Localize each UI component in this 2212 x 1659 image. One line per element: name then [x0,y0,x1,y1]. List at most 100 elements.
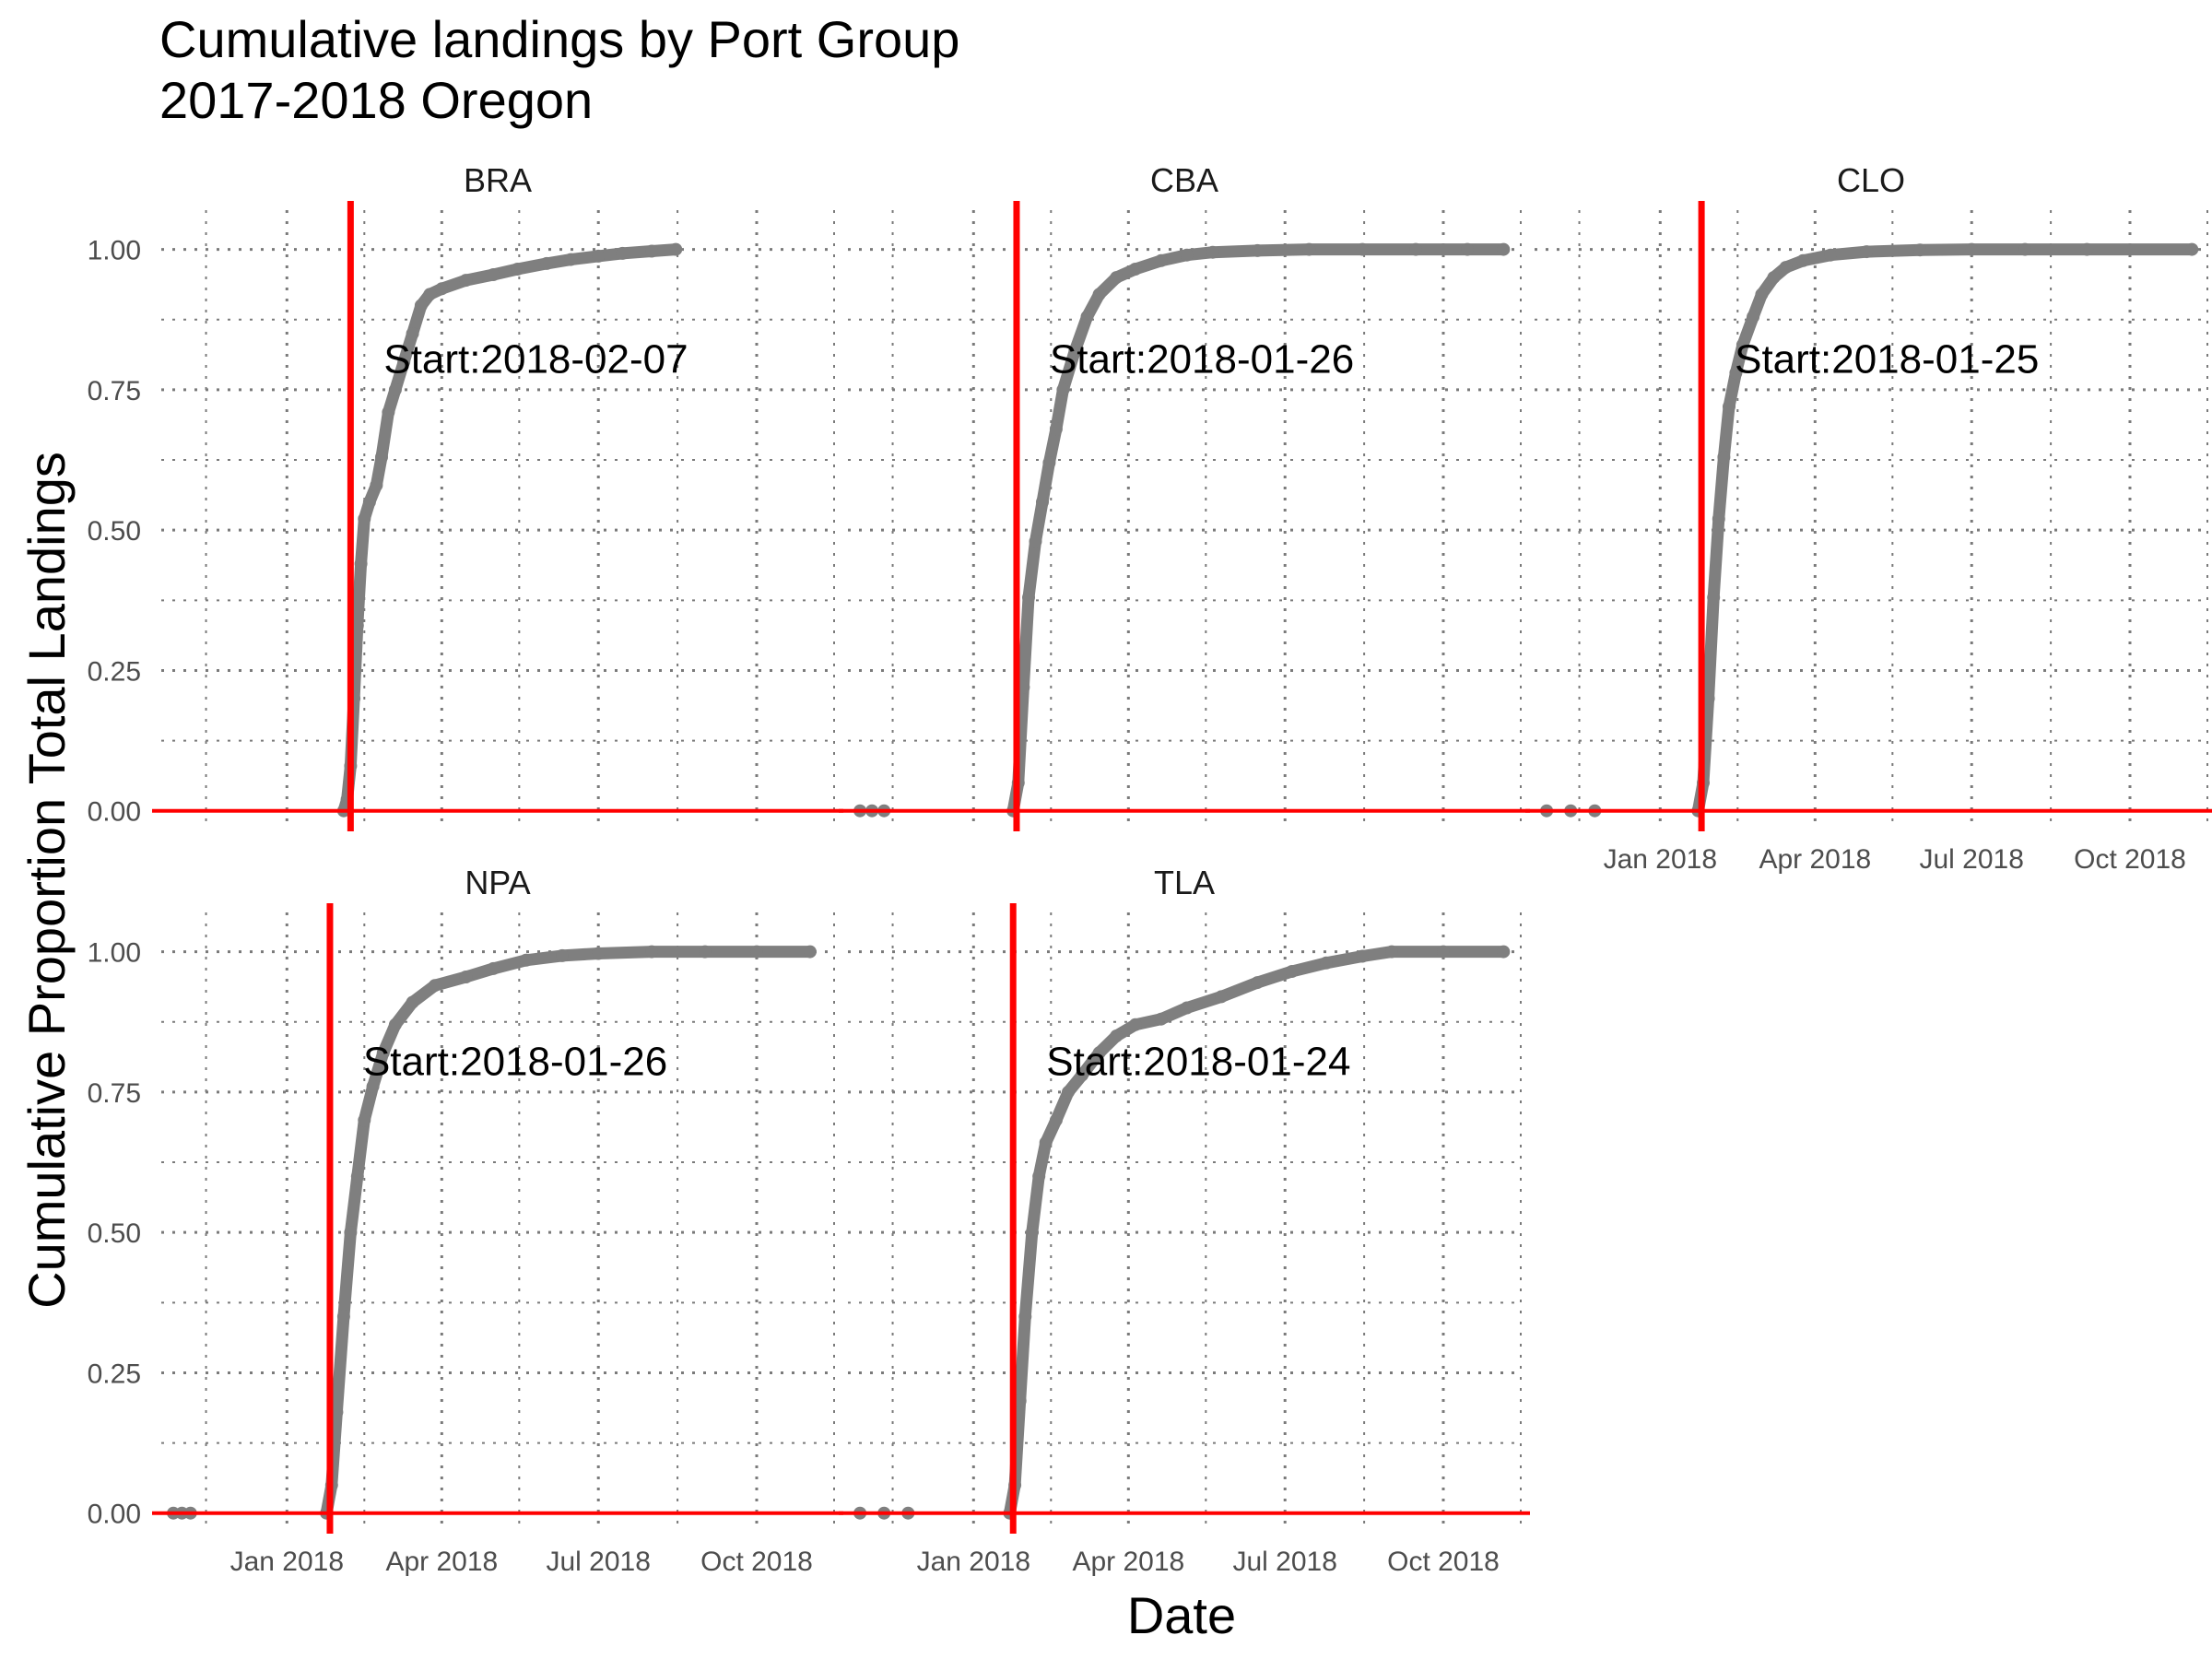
grid [848,210,1522,828]
data-point [750,945,763,959]
data-point [1013,1394,1027,1407]
data-point [1251,976,1265,990]
grid [1535,210,2208,828]
data-point [1128,263,1142,276]
data-point [669,242,683,256]
data-point [459,971,473,983]
data-point [1022,591,1035,605]
data-point [592,947,606,960]
data-point [1707,591,1721,605]
data-point [487,268,500,281]
data-point [2185,242,2199,256]
data-point [1779,261,1793,275]
y-tick-label: 0.00 [88,1500,141,1530]
data-point [803,945,817,959]
data-point [1285,965,1299,978]
chart-title: Cumulative landings by Port Group [159,10,959,68]
data-point [1755,288,1769,301]
data-point [366,1079,380,1093]
data-point [354,557,368,571]
grid [161,210,835,828]
data-point [1824,248,1838,262]
data-point [645,244,659,258]
data-point [1712,512,1725,525]
data-point [1409,242,1423,256]
data-point [592,249,606,263]
data-point [1729,366,1743,380]
data-point [519,953,533,967]
x-tick-label: Jan 2018 [1604,844,1717,875]
x-tick-label: Oct 2018 [1387,1547,1500,1577]
data-point [1068,344,1082,358]
data-point [1497,945,1511,959]
x-tick-label: Jan 2018 [917,1547,1030,1577]
data-point [1767,271,1781,285]
data-point [1042,456,1056,470]
y-tick-label: 1.00 [88,938,141,969]
data-point [1154,253,1168,267]
data-point [1110,271,1124,285]
data-point [1206,245,1219,259]
data-point [336,1310,350,1324]
facet-panel-bra: BRA Start:2018-02-07 0.00 0.25 0.50 0.75 1.00 [88,161,843,831]
facet-panel-clo: CLO Start:2018-01-25 Jan 2018 Apr 2018 Jul 2… [1525,161,2212,875]
data-point [1154,1012,1168,1026]
data-point [1092,1046,1106,1060]
data-point [1302,242,1316,256]
facet-strip-label: TLA [1154,864,1215,901]
y-axis-label: Cumulative Proportion Total Landings [18,452,76,1309]
data-point [1032,1170,1046,1183]
y-tick-label: 0.25 [88,1359,141,1389]
data-point [1320,956,1333,970]
data-point [1049,422,1063,436]
data-point [1075,1068,1088,1082]
data-point [330,1406,344,1419]
x-tick-label: Oct 2018 [2074,844,2186,875]
data-point [1025,1226,1039,1240]
facet-panel-cba: CBA Start:2018-01-26 [839,161,1530,831]
data-point [1796,253,1810,267]
facet-panel-npa: NPA Start:2018-01-26 0.00 0.25 0.50 0.75 1.00 J… [88,864,843,1577]
data-point [1180,1001,1194,1015]
x-tick-label: Jul 2018 [547,1547,651,1577]
start-date-annotation: Start:2018-02-07 [383,337,688,382]
data-point [556,948,569,962]
x-tick-label: Jan 2018 [230,1547,344,1577]
start-date-annotation: Start:2018-01-25 [1735,337,2039,382]
data-point [1723,400,1735,414]
data-point [459,274,473,288]
data-point [1965,242,1979,256]
y-tick-label: 0.75 [88,376,141,406]
data-point [1215,990,1229,1004]
data-point [1735,338,1749,352]
data-point [1356,242,1370,256]
data-point [388,1018,402,1031]
panels: BRA Start:2018-02-07 0.00 0.25 0.50 0.75 1.00 C… [88,161,2212,1577]
facet-strip-label: BRA [464,161,532,199]
start-date-annotation: Start:2018-01-26 [1050,337,1354,382]
data-point [362,495,376,509]
data-point [511,263,524,276]
x-tick-label: Apr 2018 [1759,844,1871,875]
data-point [564,253,578,266]
data-point [358,512,371,525]
chart-subtitle: 2017-2018 Oregon [159,71,593,129]
data-point [350,618,364,632]
data-point [1110,1030,1124,1042]
data-point [1497,242,1511,256]
data-point [406,327,419,340]
data-point [1092,288,1106,301]
y-tick-label: 1.00 [88,236,141,266]
data-point [376,1046,390,1060]
data-point [1180,248,1194,262]
data-point [1036,495,1049,509]
data-point [1128,1018,1142,1031]
grid [161,912,835,1530]
data-point [1701,691,1715,705]
x-tick-label: Jul 2018 [1233,1547,1337,1577]
data-point [414,299,428,312]
start-date-annotation: Start:2018-01-24 [1046,1040,1350,1085]
x-tick-label: Oct 2018 [700,1547,813,1577]
data-point [1860,245,1874,259]
